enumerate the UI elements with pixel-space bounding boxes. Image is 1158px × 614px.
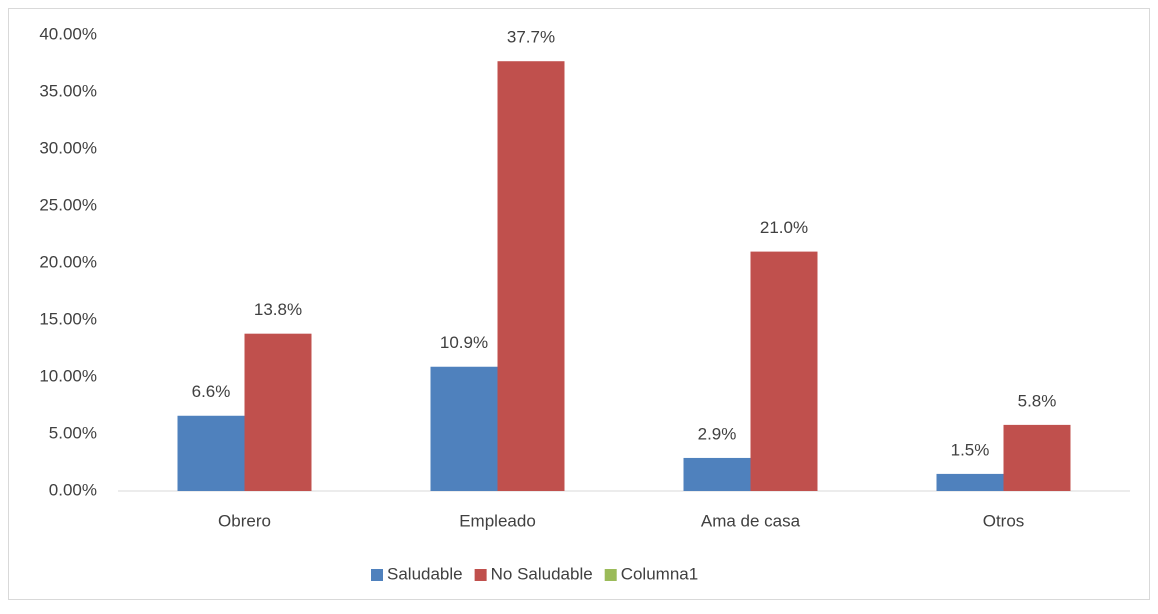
- data-label: 37.7%: [507, 28, 555, 47]
- bar: [750, 251, 818, 491]
- x-tick-label: Otros: [983, 511, 1025, 530]
- bar: [683, 457, 751, 491]
- x-tick-label: Empleado: [459, 511, 536, 530]
- chart-frame: [8, 8, 1150, 600]
- y-tick-label: 0.00%: [49, 480, 97, 499]
- legend-label: Saludable: [387, 564, 463, 583]
- data-label: 6.6%: [192, 382, 231, 401]
- legend-swatch: [474, 569, 487, 581]
- data-label: 21.0%: [760, 218, 808, 237]
- bar: [1003, 424, 1071, 491]
- y-tick-label: 20.00%: [39, 252, 97, 271]
- y-tick-label: 10.00%: [39, 366, 97, 385]
- y-tick-label: 5.00%: [49, 423, 97, 442]
- data-label: 13.8%: [254, 300, 302, 319]
- bar: [936, 473, 1004, 491]
- y-tick-label: 40.00%: [39, 24, 97, 43]
- bar: [244, 333, 312, 491]
- bar: [430, 366, 498, 491]
- data-label: 10.9%: [440, 333, 488, 352]
- y-tick-label: 30.00%: [39, 138, 97, 157]
- legend-swatch: [371, 569, 383, 581]
- data-label: 5.8%: [1018, 391, 1057, 410]
- x-tick-label: Obrero: [218, 511, 271, 530]
- legend-swatch: [604, 569, 617, 581]
- y-tick-label: 25.00%: [39, 195, 97, 214]
- bar: [497, 61, 565, 491]
- data-label: 1.5%: [951, 440, 990, 459]
- x-tick-label: Ama de casa: [701, 511, 801, 530]
- y-tick-label: 15.00%: [39, 309, 97, 328]
- legend-label: No Saludable: [491, 564, 593, 583]
- legend-label: Columna1: [621, 564, 699, 583]
- y-tick-label: 35.00%: [39, 81, 97, 100]
- bar: [177, 415, 245, 491]
- data-label: 2.9%: [698, 424, 737, 443]
